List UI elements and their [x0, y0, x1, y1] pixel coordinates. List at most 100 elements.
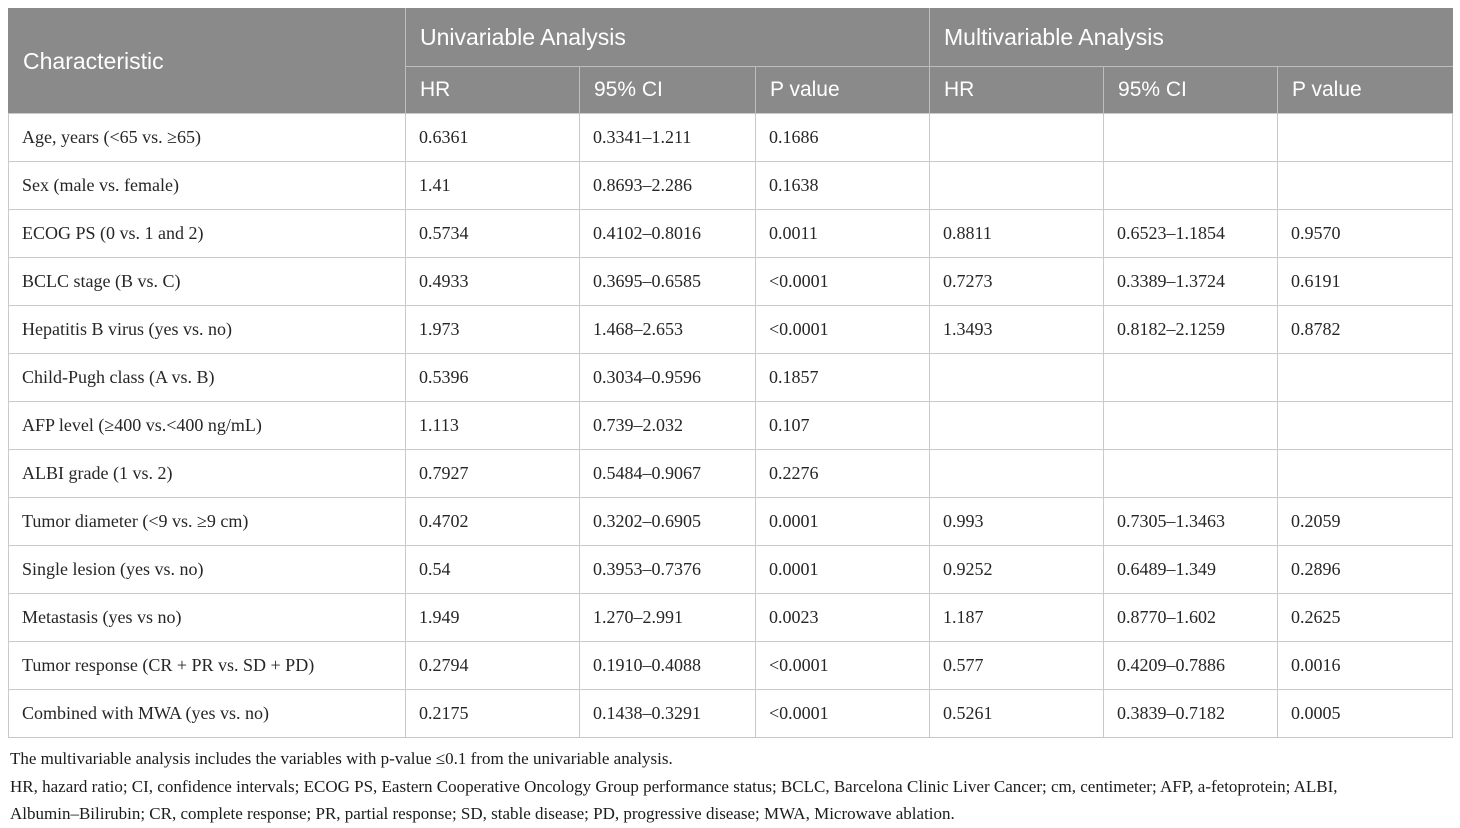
- uni-ci-cell: 0.3034–0.9596: [579, 353, 756, 402]
- multi-hr-cell: 0.577: [929, 641, 1105, 690]
- multi-hr-cell: 1.3493: [929, 305, 1105, 354]
- characteristic-cell: Metastasis (yes vs no): [8, 593, 406, 642]
- multi-pvalue-cell: [1277, 449, 1454, 498]
- multi-hr-cell: [929, 401, 1105, 450]
- multi-ci-cell: 0.8770–1.602: [1103, 593, 1279, 642]
- uni-hr-cell: 1.113: [405, 401, 580, 450]
- multi-ci-cell: [1103, 449, 1279, 498]
- footnote-line: The multivariable analysis includes the …: [10, 749, 673, 768]
- multi-ci-cell: 0.8182–2.1259: [1103, 305, 1279, 354]
- uni-hr-cell: 0.5734: [405, 209, 580, 258]
- multi-pvalue-cell: [1277, 353, 1454, 402]
- multi-ci-cell: 0.3389–1.3724: [1103, 257, 1279, 306]
- uni-hr-cell: 0.7927: [405, 449, 580, 498]
- uni-pvalue-cell: 0.0001: [754, 545, 931, 594]
- uni-ci-cell: 0.1910–0.4088: [579, 641, 756, 690]
- multi-hr-cell: [929, 113, 1105, 162]
- uni-pvalue-cell: <0.0001: [754, 305, 931, 354]
- multi-pvalue-cell: 0.9570: [1277, 209, 1454, 258]
- uni-ci-cell: 0.3202–0.6905: [579, 497, 756, 546]
- uni-ci-cell: 1.468–2.653: [579, 305, 756, 354]
- multi-pvalue-cell: 0.6191: [1277, 257, 1454, 306]
- multi-ci-cell: 0.7305–1.3463: [1103, 497, 1279, 546]
- multi-hr-cell: 0.5261: [929, 689, 1105, 738]
- multi-hr-cell: [929, 353, 1105, 402]
- column-group-multivariable-analysis: Multivariable Analysis: [929, 8, 1453, 67]
- column-header-uni-ci: 95% CI: [579, 66, 756, 114]
- table-row: BCLC stage (B vs. C) 0.4933 0.3695–0.6585 <…: [8, 257, 1454, 306]
- characteristic-cell: Sex (male vs. female): [8, 161, 406, 210]
- multi-ci-cell: [1103, 353, 1279, 402]
- table-row: Age, years (<65 vs. ≥65) 0.6361 0.3341–1.2…: [8, 113, 1454, 162]
- multi-pvalue-cell: [1277, 401, 1454, 450]
- multi-pvalue-cell: [1277, 113, 1454, 162]
- uni-ci-cell: 0.8693–2.286: [579, 161, 756, 210]
- multi-pvalue-cell: 0.2059: [1277, 497, 1454, 546]
- multi-pvalue-cell: 0.0016: [1277, 641, 1454, 690]
- characteristic-cell: Hepatitis B virus (yes vs. no): [8, 305, 406, 354]
- characteristic-cell: BCLC stage (B vs. C): [8, 257, 406, 306]
- multi-ci-cell: [1103, 401, 1279, 450]
- multi-ci-cell: [1103, 161, 1279, 210]
- table-row: Hepatitis B virus (yes vs. no) 1.973 1.468…: [8, 305, 1454, 354]
- table-row: Tumor response (CR + PR vs. SD + PD) 0.27…: [8, 641, 1454, 690]
- footnote-line: HR, hazard ratio; CI, confidence interva…: [10, 776, 1338, 796]
- uni-hr-cell: 1.41: [405, 161, 580, 210]
- uni-ci-cell: 0.3341–1.211: [579, 113, 756, 162]
- uni-hr-cell: 0.5396: [405, 353, 580, 402]
- uni-pvalue-cell: 0.1638: [754, 161, 931, 210]
- uni-ci-cell: 0.5484–0.9067: [579, 449, 756, 498]
- table-header: Characteristic Univariable Analysis Mult…: [8, 8, 1453, 114]
- multi-pvalue-cell: 0.8782: [1277, 305, 1454, 354]
- multi-hr-cell: [929, 161, 1105, 210]
- uni-pvalue-cell: 0.1686: [754, 113, 931, 162]
- characteristic-cell: Single lesion (yes vs. no): [8, 545, 406, 594]
- uni-ci-cell: 0.1438–0.3291: [579, 689, 756, 738]
- cox-regression-table: Characteristic Univariable Analysis Mult…: [8, 8, 1454, 738]
- uni-pvalue-cell: <0.0001: [754, 689, 931, 738]
- uni-pvalue-cell: 0.0001: [754, 497, 931, 546]
- uni-pvalue-cell: <0.0001: [754, 257, 931, 306]
- uni-hr-cell: 0.4933: [405, 257, 580, 306]
- multi-hr-cell: 0.9252: [929, 545, 1105, 594]
- table-body: Age, years (<65 vs. ≥65) 0.6361 0.3341–1.2…: [8, 113, 1454, 738]
- multi-ci-cell: 0.6489–1.349: [1103, 545, 1279, 594]
- characteristic-cell: ALBI grade (1 vs. 2): [8, 449, 406, 498]
- uni-hr-cell: 0.2794: [405, 641, 580, 690]
- header-group-row: Characteristic Univariable Analysis Mult…: [8, 8, 1453, 114]
- uni-ci-cell: 1.270–2.991: [579, 593, 756, 642]
- characteristic-cell: Combined with MWA (yes vs. no): [8, 689, 406, 738]
- multi-pvalue-cell: [1277, 161, 1454, 210]
- multi-ci-cell: 0.3839–0.7182: [1103, 689, 1279, 738]
- regression-table-figure: Characteristic Univariable Analysis Mult…: [8, 8, 1454, 828]
- table-row: Child-Pugh class (A vs. B) 0.5396 0.3034–0…: [8, 353, 1454, 402]
- uni-ci-cell: 0.4102–0.8016: [579, 209, 756, 258]
- multi-pvalue-cell: 0.2896: [1277, 545, 1454, 594]
- uni-ci-cell: 0.739–2.032: [579, 401, 756, 450]
- characteristic-cell: Tumor response (CR + PR vs. SD + PD): [8, 641, 406, 690]
- column-header-uni-pvalue: P value: [754, 66, 930, 114]
- uni-pvalue-cell: 0.0023: [754, 593, 931, 642]
- characteristic-cell: Tumor diameter (<9 vs. ≥9 cm): [8, 497, 406, 546]
- uni-pvalue-cell: 0.1857: [754, 353, 931, 402]
- characteristic-cell: AFP level (≥400 vs.<400 ng/mL): [8, 401, 406, 450]
- multi-hr-cell: 0.993: [929, 497, 1105, 546]
- uni-pvalue-cell: <0.0001: [754, 641, 931, 690]
- column-header-multi-pvalue: P value: [1277, 66, 1453, 114]
- multi-hr-cell: [929, 449, 1105, 498]
- uni-hr-cell: 0.6361: [405, 113, 580, 162]
- uni-pvalue-cell: 0.2276: [754, 449, 931, 498]
- table-row: Tumor diameter (<9 vs. ≥9 cm) 0.4702 0.320…: [8, 497, 1454, 546]
- uni-hr-cell: 0.2175: [405, 689, 580, 738]
- uni-hr-cell: 0.4702: [405, 497, 580, 546]
- uni-hr-cell: 0.54: [405, 545, 580, 594]
- multi-hr-cell: 1.187: [929, 593, 1105, 642]
- multi-hr-cell: 0.8811: [929, 209, 1105, 258]
- uni-pvalue-cell: 0.0011: [754, 209, 931, 258]
- footnote-line: Albumin–Bilirubin; CR, complete response…: [10, 804, 955, 823]
- multi-hr-cell: 0.7273: [929, 257, 1105, 306]
- table-row: ECOG PS (0 vs. 1 and 2) 0.5734 0.4102–0.80…: [8, 209, 1454, 258]
- column-header-uni-hr: HR: [405, 66, 580, 114]
- uni-ci-cell: 0.3695–0.6585: [579, 257, 756, 306]
- multi-pvalue-cell: 0.0005: [1277, 689, 1454, 738]
